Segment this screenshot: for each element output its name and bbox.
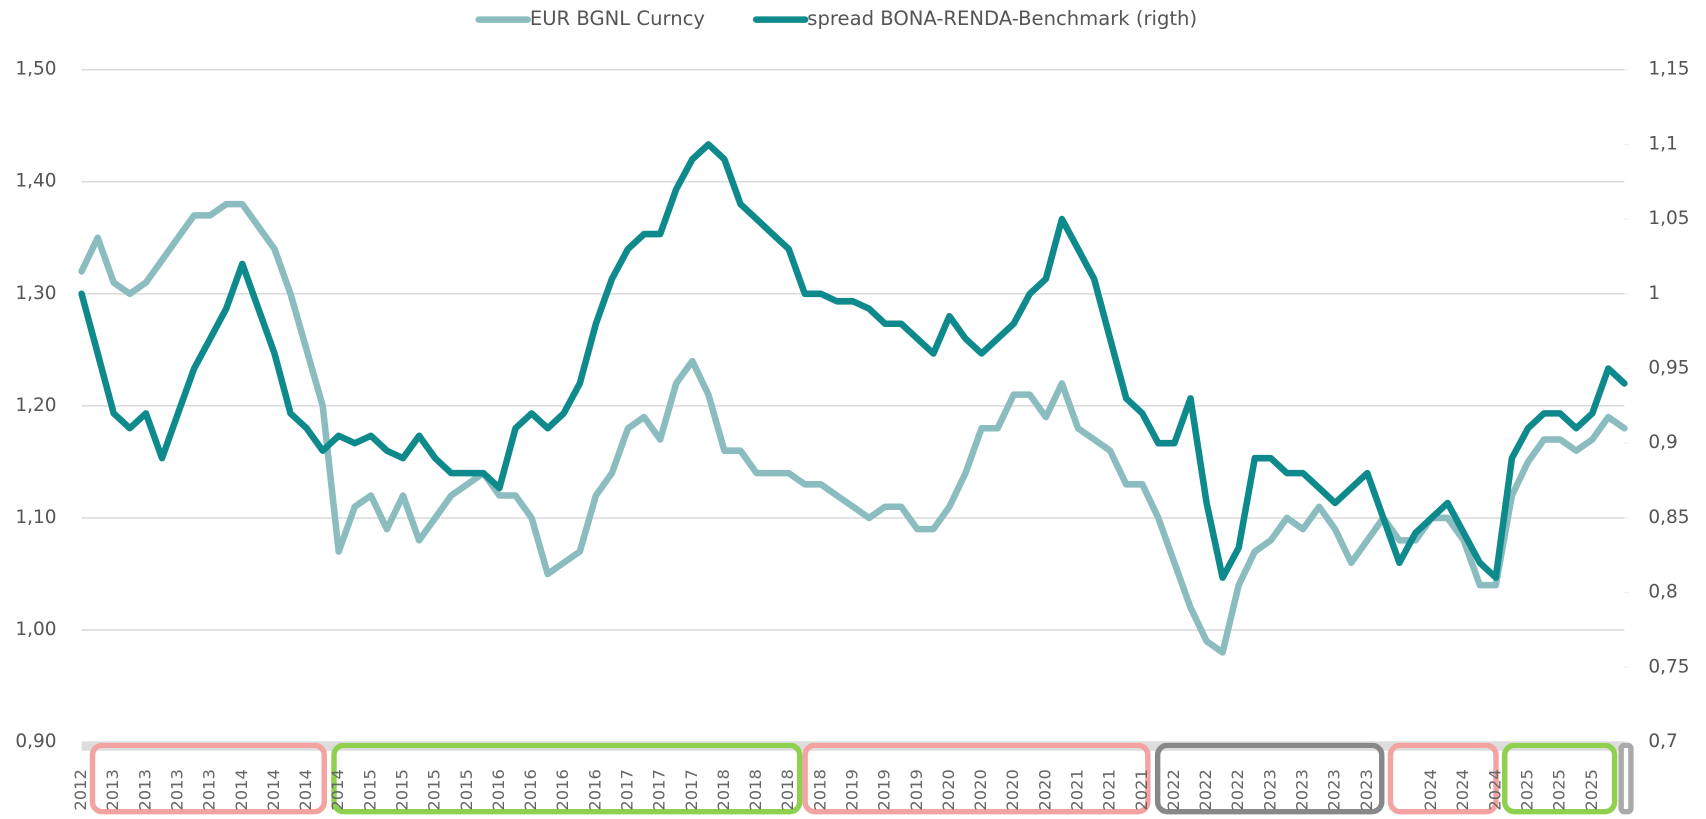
group-box: [1154, 742, 1385, 815]
x-tick-label: 2018: [746, 769, 765, 811]
x-tick-label: 2015: [393, 769, 412, 811]
y-tick-label: 0,90: [15, 731, 56, 752]
x-tick-label: 2023: [1292, 769, 1311, 811]
x-tick-label: 2018: [714, 769, 733, 811]
y2-tick-label: 0,9: [1648, 432, 1677, 453]
x-tick-label: 2023: [1357, 769, 1376, 811]
x-tick-label: 2016: [585, 769, 604, 811]
y-tick-label: 1,40: [15, 171, 56, 192]
y2-tick-label: 1,15: [1648, 59, 1689, 80]
y2-tick-label: 1,1: [1648, 133, 1677, 154]
y2-tick-label: 0,95: [1648, 358, 1689, 379]
x-tick-label: 2021: [1132, 769, 1151, 811]
x-tick-label: 2019: [875, 769, 894, 811]
y2-tick-label: 1,05: [1648, 208, 1689, 229]
group-box: [89, 742, 327, 815]
x-tick-label: 2019: [843, 769, 862, 811]
series-line: [78, 200, 1628, 656]
group-box: [802, 742, 1151, 815]
y2-tick-label: 0,85: [1648, 507, 1689, 528]
group-box: [1501, 742, 1618, 815]
x-tick-label: 2025: [1517, 769, 1536, 811]
y2-tick-label: 0,75: [1648, 656, 1689, 677]
y-tick-label: 1,50: [15, 59, 56, 80]
x-tick-label: 2022: [1228, 769, 1247, 811]
y2-tick-label: 1: [1648, 283, 1660, 304]
x-tick-label: 2016: [553, 769, 572, 811]
x-tick-label: 2012: [71, 769, 90, 811]
x-tick-label: 2025: [1550, 769, 1569, 811]
x-tick-label: 2015: [360, 769, 379, 811]
group-box: [331, 742, 803, 815]
grid: [81, 68, 1625, 743]
y-tick-label: 1,30: [15, 283, 56, 304]
x-tick-label: 2015: [425, 769, 444, 811]
x-tick-label: 2016: [489, 769, 508, 811]
x-tick-label: 2018: [778, 769, 797, 811]
group-box: [1387, 742, 1499, 815]
x-tick-label: 2015: [457, 769, 476, 811]
x-tick-label: 2013: [200, 769, 219, 811]
x-tick-label: 2013: [103, 769, 122, 811]
x-tick-label: 2022: [1196, 769, 1215, 811]
x-tick-label: 2022: [1164, 769, 1183, 811]
x-tick-label: 2013: [135, 769, 154, 811]
x-tick-label: 2020: [939, 769, 958, 811]
x-tick-label: 2014: [328, 769, 347, 811]
x-tick-label: 2023: [1260, 769, 1279, 811]
x-tick-label: 2024: [1485, 769, 1504, 811]
year-groups: [89, 742, 1634, 815]
x-tick-label: 2017: [650, 769, 669, 811]
x-tick-label: 2018: [810, 769, 829, 811]
x-tick-label: 2021: [1067, 769, 1086, 811]
x-tick-label: 2019: [907, 769, 926, 811]
y-tick-label: 1,10: [15, 507, 56, 528]
x-tick-label: 2020: [1003, 769, 1022, 811]
x-tick-label: 2014: [296, 769, 315, 811]
y-tick-label: 1,00: [15, 619, 56, 640]
group-box: [1618, 742, 1634, 815]
y2-tick-label: 0,8: [1648, 582, 1677, 603]
legend-label: EUR BGNL Curncy: [530, 7, 705, 30]
x-tick-label: 2014: [232, 769, 251, 811]
x-tick-label: 2020: [971, 769, 990, 811]
series-line: [78, 141, 1628, 581]
x-tick-label: 2020: [1035, 769, 1054, 811]
x-tick-label: 2016: [521, 769, 540, 811]
legend-label: spread BONA-RENDA-Benchmark (rigth): [807, 7, 1197, 30]
x-tick-label: 2023: [1325, 769, 1344, 811]
y-tick-label: 1,20: [15, 395, 56, 416]
x-tick-label: 2013: [168, 769, 187, 811]
x-tick-label: 2017: [618, 769, 637, 811]
x-tick-label: 2014: [264, 769, 283, 811]
x-tick-label: 2025: [1582, 769, 1601, 811]
x-tick-label: 2024: [1453, 769, 1472, 811]
y2-tick-label: 0,7: [1648, 731, 1677, 752]
x-tick-label: 2021: [1100, 769, 1119, 811]
x-tick-label: 2024: [1421, 769, 1440, 811]
x-tick-label: 2017: [682, 769, 701, 811]
